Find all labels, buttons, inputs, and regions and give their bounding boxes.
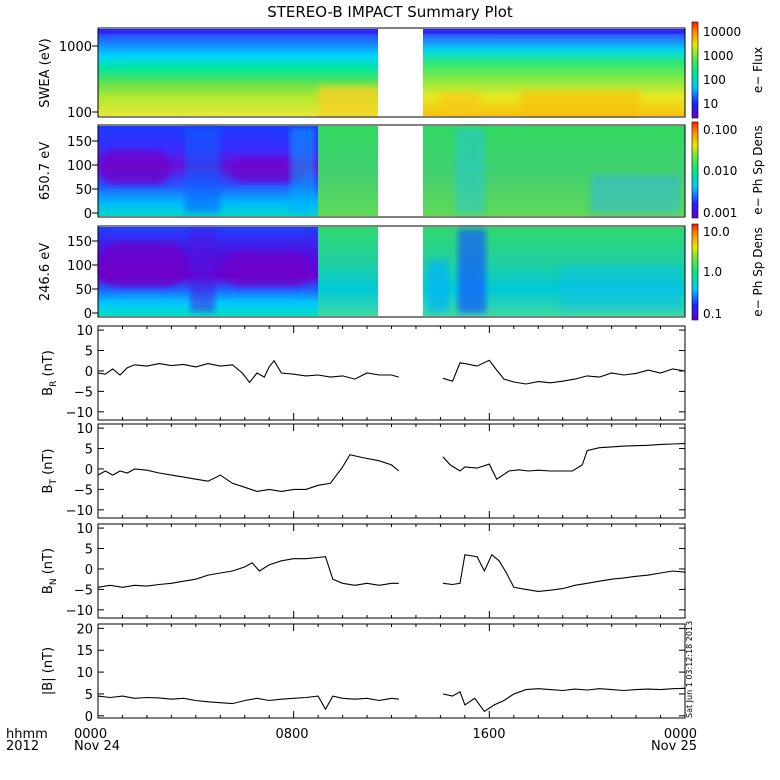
pad-650-cbar-tick-0.010: 0.010	[703, 164, 737, 178]
x-tick-1600: 1600	[472, 727, 505, 742]
ytick-label: 10	[76, 522, 93, 537]
x-date-end: Nov 25	[651, 739, 697, 754]
swea-cbar-tick-10000: 10000	[703, 25, 741, 39]
field-series-line	[442, 359, 686, 385]
ytick-label: 0	[85, 365, 93, 380]
field-series-line	[97, 454, 400, 492]
swea-cbar-tick-100: 100	[703, 73, 726, 87]
time-axis: hhmm 2012 0000 0800 1600 0000 Nov 24 Nov…	[6, 727, 697, 754]
field-series-line	[97, 556, 399, 588]
pad-246-ylabel: 246.6 eV	[38, 243, 53, 301]
pad-650-cbar-tick-0.001: 0.001	[703, 206, 737, 220]
pad-246-heatmap-mid	[318, 227, 378, 316]
swea-cbar-label: e− Flux	[751, 47, 765, 93]
ytick-label: −5	[74, 483, 93, 498]
pad-246-cbar-tick-1.0: 1.0	[703, 265, 722, 279]
pad-650-ytick-50: 50	[75, 183, 92, 198]
field-ylabel: BT (nT)	[41, 449, 59, 494]
pad-246-ytick-150: 150	[67, 235, 92, 250]
field-series-line	[442, 553, 686, 592]
ytick-label: −10	[66, 604, 93, 619]
ytick-label: 5	[85, 688, 93, 703]
pad-650-ylabel: 650.7 eV	[38, 142, 53, 200]
field-panel-3: 10 5 0 −5 −10 BN (nT)	[41, 522, 686, 619]
field-panel-frame	[97, 325, 686, 421]
pad-246-ytick-0: 0	[84, 307, 92, 322]
field-series-line	[442, 443, 686, 481]
pad-650-ytick-0: 0	[84, 207, 92, 222]
pad-246-ytick-100: 100	[67, 259, 92, 274]
pad-246-cbar-tick-0.1: 0.1	[703, 307, 722, 321]
ytick-label: 10	[76, 324, 93, 339]
ytick-label: 5	[85, 345, 93, 360]
pad-650-ytick-150: 150	[67, 135, 92, 150]
magnetic-field-panels: 10 5 0 −5 −10 BR (nT) 10 5 0 −5 −10 BT (nT) 10 5 0 −5 −1…	[41, 324, 686, 725]
field-panel-frame	[97, 523, 686, 619]
x-tick-0800: 0800	[275, 727, 308, 742]
plot-title: STEREO-B IMPACT Summary Plot	[267, 3, 513, 21]
x-tick-0000-start: 0000	[74, 727, 107, 742]
ytick-label: −5	[74, 583, 93, 598]
ytick-label: 20	[76, 622, 93, 637]
ytick-label: 10	[76, 666, 93, 681]
pad-246-colorbar: 10.0 1.0 0.1 e− Ph Sp Dens	[691, 223, 765, 321]
x-corner-label-hhmm: hhmm	[6, 727, 48, 742]
field-panel-frame	[97, 623, 686, 719]
pad-246-cbar-label: e− Ph Sp Dens	[751, 227, 765, 316]
swea-cbar-tick-10: 10	[703, 97, 718, 111]
x-tick-0000-end: 0000	[664, 727, 697, 742]
ytick-label: −10	[66, 504, 93, 519]
x-date-start: Nov 24	[74, 739, 120, 754]
ytick-label: 5	[85, 543, 93, 558]
swea-ytick-1000: 1000	[59, 40, 92, 55]
ytick-label: 10	[76, 422, 93, 437]
ytick-label: −5	[74, 385, 93, 400]
pad-650-colorbar: 0.100 0.010 0.001 e− Ph Sp Dens	[691, 121, 765, 220]
field-panel-1: 10 5 0 −5 −10 BR (nT)	[41, 324, 686, 421]
x-corner-label-year: 2012	[6, 739, 39, 754]
ytick-label: 5	[85, 443, 93, 458]
swea-ylabel: SWEA (eV)	[38, 38, 53, 107]
field-series-line	[442, 687, 686, 713]
field-series-line	[97, 359, 399, 384]
ytick-label: 0	[85, 710, 93, 725]
swea-colorbar: 10000 1000 100 10 e− Flux	[691, 21, 765, 119]
field-panel-4: 20 15 10 5 0 |B| (nT)	[41, 622, 686, 725]
field-panel-frame	[97, 423, 686, 519]
pad-650-heatmap-mid	[318, 126, 378, 216]
pad-246-heatmap-panel: 150 100 50 0 246.6 eV 10.0 1.0 0.1 e− Ph…	[38, 223, 765, 322]
field-ylabel: BR (nT)	[41, 350, 59, 396]
swea-heatmap-panel: 1000 100 SWEA (eV) 10000 1000 100 10 e− …	[38, 21, 765, 121]
generation-timestamp: Sat Jun 1 03:12:18 2013	[685, 621, 694, 718]
ytick-label: 0	[85, 463, 93, 478]
pad-650-heatmap-panel: 150 100 50 0 650.7 eV 0.100 0.010 0.001 …	[38, 121, 765, 222]
swea-cbar-tick-1000: 1000	[703, 49, 734, 63]
ytick-label: 15	[76, 644, 93, 659]
field-panel-2: 10 5 0 −5 −10 BT (nT)	[41, 422, 686, 519]
field-series-line	[97, 695, 399, 711]
pad-650-cbar-label: e− Ph Sp Dens	[751, 125, 765, 214]
field-ylabel: BN (nT)	[41, 548, 59, 594]
ytick-label: −10	[66, 406, 93, 421]
ytick-label: 0	[85, 563, 93, 578]
field-ylabel: |B| (nT)	[41, 647, 56, 695]
pad-246-ytick-50: 50	[75, 283, 92, 298]
pad-246-cbar-tick-10.0: 10.0	[703, 225, 730, 239]
pad-650-ytick-100: 100	[67, 159, 92, 174]
pad-650-cbar-tick-0.100: 0.100	[703, 123, 737, 137]
swea-ytick-100: 100	[67, 106, 92, 121]
